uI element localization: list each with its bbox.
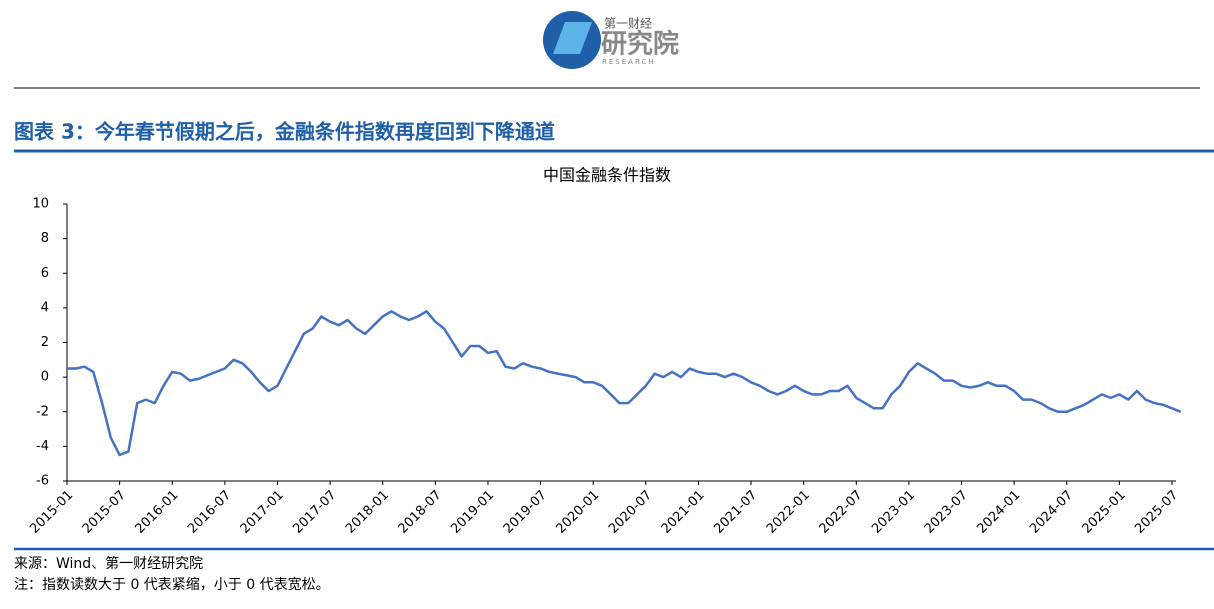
x-tick-label: 2016-01 [133,488,182,537]
x-tick-label: 2022-01 [764,488,813,537]
x-tick-label: 2017-07 [290,488,339,537]
logo-shape [553,22,592,54]
footnote: 注：指数读数大于 0 代表紧缩，小于 0 代表宽松。 [14,576,330,593]
x-tick-label: 2023-07 [922,488,971,537]
x-tick-label: 2018-07 [396,488,445,537]
x-tick-label: 2016-07 [185,488,234,537]
x-tick-label: 2019-07 [501,488,550,537]
x-tick-label: 2023-01 [869,488,918,537]
x-tick-label: 2018-01 [343,488,392,537]
y-tick-label: 8 [41,231,49,246]
x-tick-label: 2022-07 [817,488,866,537]
logo-main: 研究院 [601,29,679,60]
x-tick-label: 2019-01 [448,488,497,537]
y-tick-label: -4 [36,439,49,454]
x-tick-label: 2017-01 [238,488,287,537]
x-tick-label: 2024-01 [974,488,1023,537]
x-tick-label: 2021-01 [659,488,708,537]
y-tick-label: -2 [36,404,49,419]
chart-title: 中国金融条件指数 [543,166,671,185]
y-tick-label: 0 [41,370,49,385]
index-line [67,310,1182,457]
x-tick-label: 2024-07 [1027,488,1076,537]
y-tick-label: 2 [41,335,49,350]
figure-title: 图表 3：今年春节假期之后，金融条件指数再度回到下降通道 [14,120,555,144]
x-tick-label: 2025-07 [1132,488,1181,537]
source-note: 来源：Wind、第一财经研究院 [14,555,203,572]
x-tick-label: 2015-07 [80,488,129,537]
x-tick-label: 2020-07 [606,488,655,537]
y-tick-label: 6 [41,266,49,281]
x-tick-label: 2020-01 [553,488,602,537]
x-tick-label: 2021-07 [711,488,760,537]
x-tick-label: 2025-01 [1080,488,1129,537]
x-tick-label: 2015-01 [27,488,76,537]
y-tick-label: 10 [32,197,49,212]
y-tick-label: -6 [36,474,49,489]
logo-en: RESEARCH [602,58,656,66]
y-tick-label: 4 [41,300,49,315]
logo-top: 第一财经 [604,17,652,31]
